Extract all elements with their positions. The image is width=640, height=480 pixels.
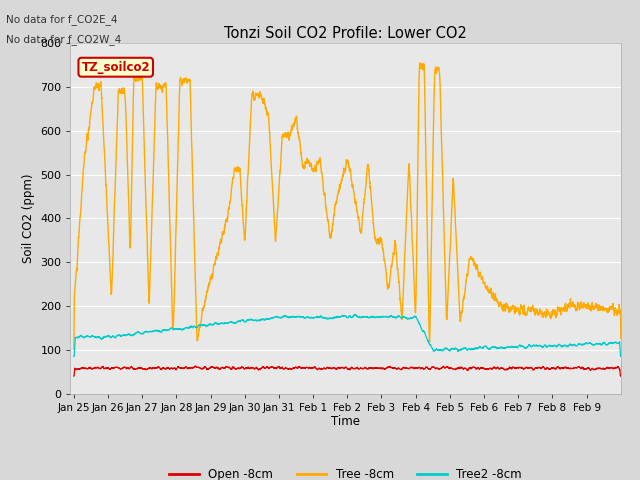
Open -8cm bbox=[467, 366, 475, 372]
Tree2 -8cm bbox=[352, 312, 360, 318]
Tree -8cm bbox=[600, 308, 608, 313]
Open -8cm bbox=[600, 366, 608, 372]
Line: Open -8cm: Open -8cm bbox=[74, 366, 621, 376]
Text: No data for f_CO2E_4: No data for f_CO2E_4 bbox=[6, 14, 118, 25]
Text: No data for f_CO2W_4: No data for f_CO2W_4 bbox=[6, 34, 122, 45]
Line: Tree2 -8cm: Tree2 -8cm bbox=[74, 315, 621, 356]
X-axis label: Time: Time bbox=[331, 415, 360, 429]
Tree2 -8cm bbox=[70, 353, 77, 359]
Open -8cm bbox=[330, 365, 338, 371]
Tree -8cm bbox=[304, 159, 312, 165]
Tree -8cm bbox=[300, 163, 307, 169]
Tree2 -8cm bbox=[304, 314, 312, 320]
Y-axis label: Soil CO2 (ppm): Soil CO2 (ppm) bbox=[22, 174, 35, 263]
Tree -8cm bbox=[617, 336, 625, 341]
Tree -8cm bbox=[573, 307, 580, 312]
Tree -8cm bbox=[330, 214, 337, 219]
Text: TZ_soilco2: TZ_soilco2 bbox=[81, 61, 150, 74]
Open -8cm bbox=[70, 373, 77, 379]
Title: Tonzi Soil CO2 Profile: Lower CO2: Tonzi Soil CO2 Profile: Lower CO2 bbox=[224, 25, 467, 41]
Line: Tree -8cm: Tree -8cm bbox=[74, 63, 621, 349]
Open -8cm bbox=[304, 365, 312, 371]
Tree2 -8cm bbox=[617, 353, 625, 359]
Tree -8cm bbox=[416, 60, 424, 66]
Tree2 -8cm bbox=[600, 339, 608, 345]
Open -8cm bbox=[300, 364, 308, 370]
Tree2 -8cm bbox=[467, 347, 475, 352]
Tree2 -8cm bbox=[330, 315, 337, 321]
Tree -8cm bbox=[70, 347, 77, 352]
Open -8cm bbox=[573, 365, 580, 371]
Open -8cm bbox=[617, 373, 625, 379]
Open -8cm bbox=[191, 363, 199, 369]
Tree2 -8cm bbox=[573, 343, 580, 348]
Tree2 -8cm bbox=[300, 314, 307, 320]
Legend: Open -8cm, Tree -8cm, Tree2 -8cm: Open -8cm, Tree -8cm, Tree2 -8cm bbox=[164, 463, 527, 480]
Tree -8cm bbox=[467, 254, 475, 260]
